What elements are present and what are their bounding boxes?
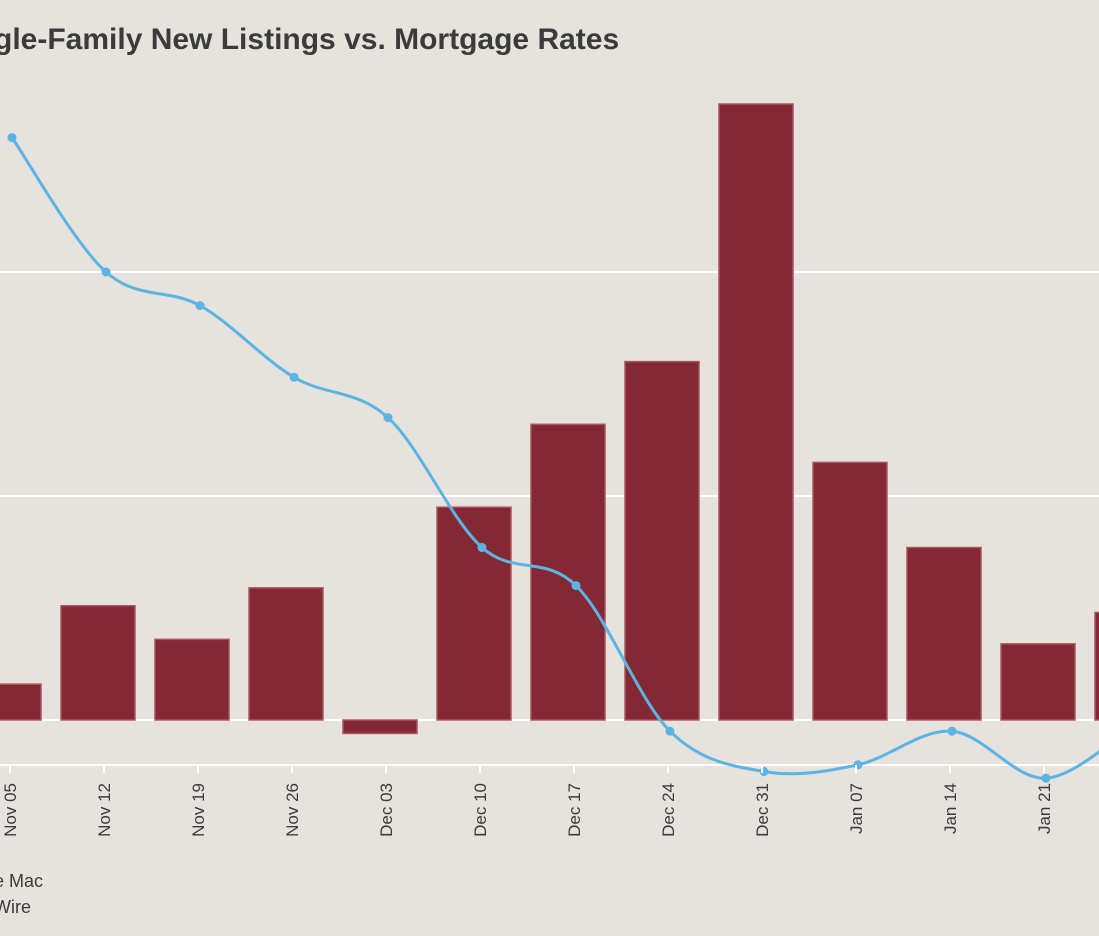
line-point	[665, 726, 675, 736]
x-tick-label: Dec 10	[471, 783, 490, 837]
x-tick-label: Dec 24	[659, 783, 678, 837]
line-point	[383, 413, 393, 423]
line-point	[7, 133, 17, 143]
x-tick-label: Nov 05	[1, 783, 20, 837]
line-point	[101, 267, 111, 277]
bar	[1094, 611, 1099, 721]
line-series	[7, 133, 1099, 783]
chart-title: gle-Family New Listings vs. Mortgage Rat…	[0, 23, 619, 56]
bar	[812, 461, 888, 721]
bar	[342, 719, 418, 735]
line-point	[759, 767, 769, 777]
bar	[248, 587, 324, 721]
line-point	[289, 372, 299, 382]
source-line-2: Wire	[0, 897, 31, 917]
x-tick-label: Jan 21	[1035, 783, 1054, 834]
line-point	[477, 543, 487, 553]
bar	[624, 360, 700, 721]
bar	[436, 506, 512, 721]
line-point	[1041, 773, 1051, 783]
x-tick-label: Jan 14	[941, 783, 960, 834]
bar	[530, 423, 606, 721]
x-tick-label: Dec 31	[753, 783, 772, 837]
bar	[154, 638, 230, 721]
x-axis-ticks: Nov 05 Nov 12 Nov 19 Nov 26 Dec 03 Dec 10 Dec …	[1, 765, 1054, 837]
x-tick-label: Dec 03	[377, 783, 396, 837]
bar	[1000, 643, 1076, 721]
x-tick-label: Dec 17	[565, 783, 584, 837]
x-tick-label: Nov 12	[95, 783, 114, 837]
bar	[718, 103, 794, 721]
x-tick-label: Jan 07	[847, 783, 866, 834]
line-point	[853, 760, 863, 770]
line-point	[947, 726, 957, 736]
bar	[906, 546, 982, 721]
source-line-1: e Mac	[0, 871, 43, 891]
line-point	[195, 301, 205, 311]
bar	[60, 605, 136, 721]
line-point	[571, 581, 581, 591]
x-tick-label: Nov 26	[283, 783, 302, 837]
bar	[0, 683, 42, 721]
x-tick-label: Nov 19	[189, 783, 208, 837]
bar-series	[0, 103, 1099, 735]
